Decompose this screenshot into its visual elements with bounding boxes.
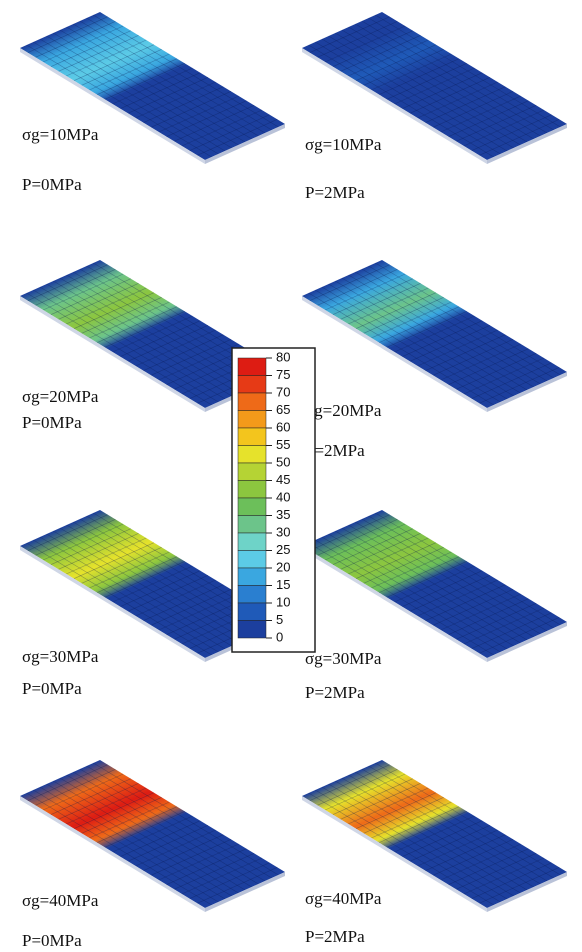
pressure-label: P=2MPa (305, 183, 365, 202)
pressure-label: P=0MPa (22, 931, 82, 950)
legend-label: 65 (276, 402, 290, 417)
legend-label: 25 (276, 542, 290, 557)
legend-swatch (238, 533, 266, 551)
legend-swatch (238, 358, 266, 376)
stress-label: σg=40MPa (22, 891, 99, 910)
legend-swatch (238, 376, 266, 394)
legend-swatch (238, 498, 266, 516)
legend-label: 5 (276, 612, 283, 627)
legend-label: 75 (276, 367, 290, 382)
legend-swatch (238, 551, 266, 569)
stress-label: σg=10MPa (22, 125, 99, 144)
plate (302, 510, 567, 658)
stress-label: σg=30MPa (305, 649, 382, 668)
pressure-label: P=2MPa (305, 927, 365, 946)
legend-label: 35 (276, 507, 290, 522)
legend-swatch (238, 586, 266, 604)
stress-label: σg=40MPa (305, 889, 382, 908)
legend-label: 20 (276, 559, 290, 574)
legend-label: 30 (276, 524, 290, 539)
pressure-label: P=2MPa (305, 683, 365, 702)
legend-swatch (238, 446, 266, 464)
legend-swatch (238, 393, 266, 411)
stress-label: σg=20MPa (305, 401, 382, 420)
stress-label: σg=30MPa (22, 647, 99, 666)
legend-label: 15 (276, 577, 290, 592)
legend-swatch (238, 621, 266, 639)
figure: σg=10MPa P=0MPa σg=10MPa P=2MPa σg=20MPa P=0M… (0, 0, 582, 952)
plate (302, 760, 567, 908)
legend-swatch (238, 603, 266, 621)
legend-label: 50 (276, 454, 290, 469)
legend-swatch (238, 516, 266, 534)
legend-label: 80 (276, 349, 290, 364)
stress-label: σg=20MPa (22, 387, 99, 406)
legend-swatch (238, 411, 266, 429)
legend-label: 45 (276, 472, 290, 487)
legend-label: 10 (276, 594, 290, 609)
stress-label: σg=10MPa (305, 135, 382, 154)
legend-label: 0 (276, 629, 283, 644)
pressure-label: P=0MPa (22, 413, 82, 432)
legend-swatch (238, 428, 266, 446)
legend-swatch (238, 481, 266, 499)
pressure-label: P=0MPa (22, 175, 82, 194)
legend-swatch (238, 568, 266, 586)
plate (302, 260, 567, 408)
pressure-label: P=0MPa (22, 679, 82, 698)
legend-label: 60 (276, 419, 290, 434)
legend-label: 70 (276, 384, 290, 399)
legend-label: 40 (276, 489, 290, 504)
legend-label: 55 (276, 437, 290, 452)
legend-swatch (238, 463, 266, 481)
plate (20, 760, 285, 908)
